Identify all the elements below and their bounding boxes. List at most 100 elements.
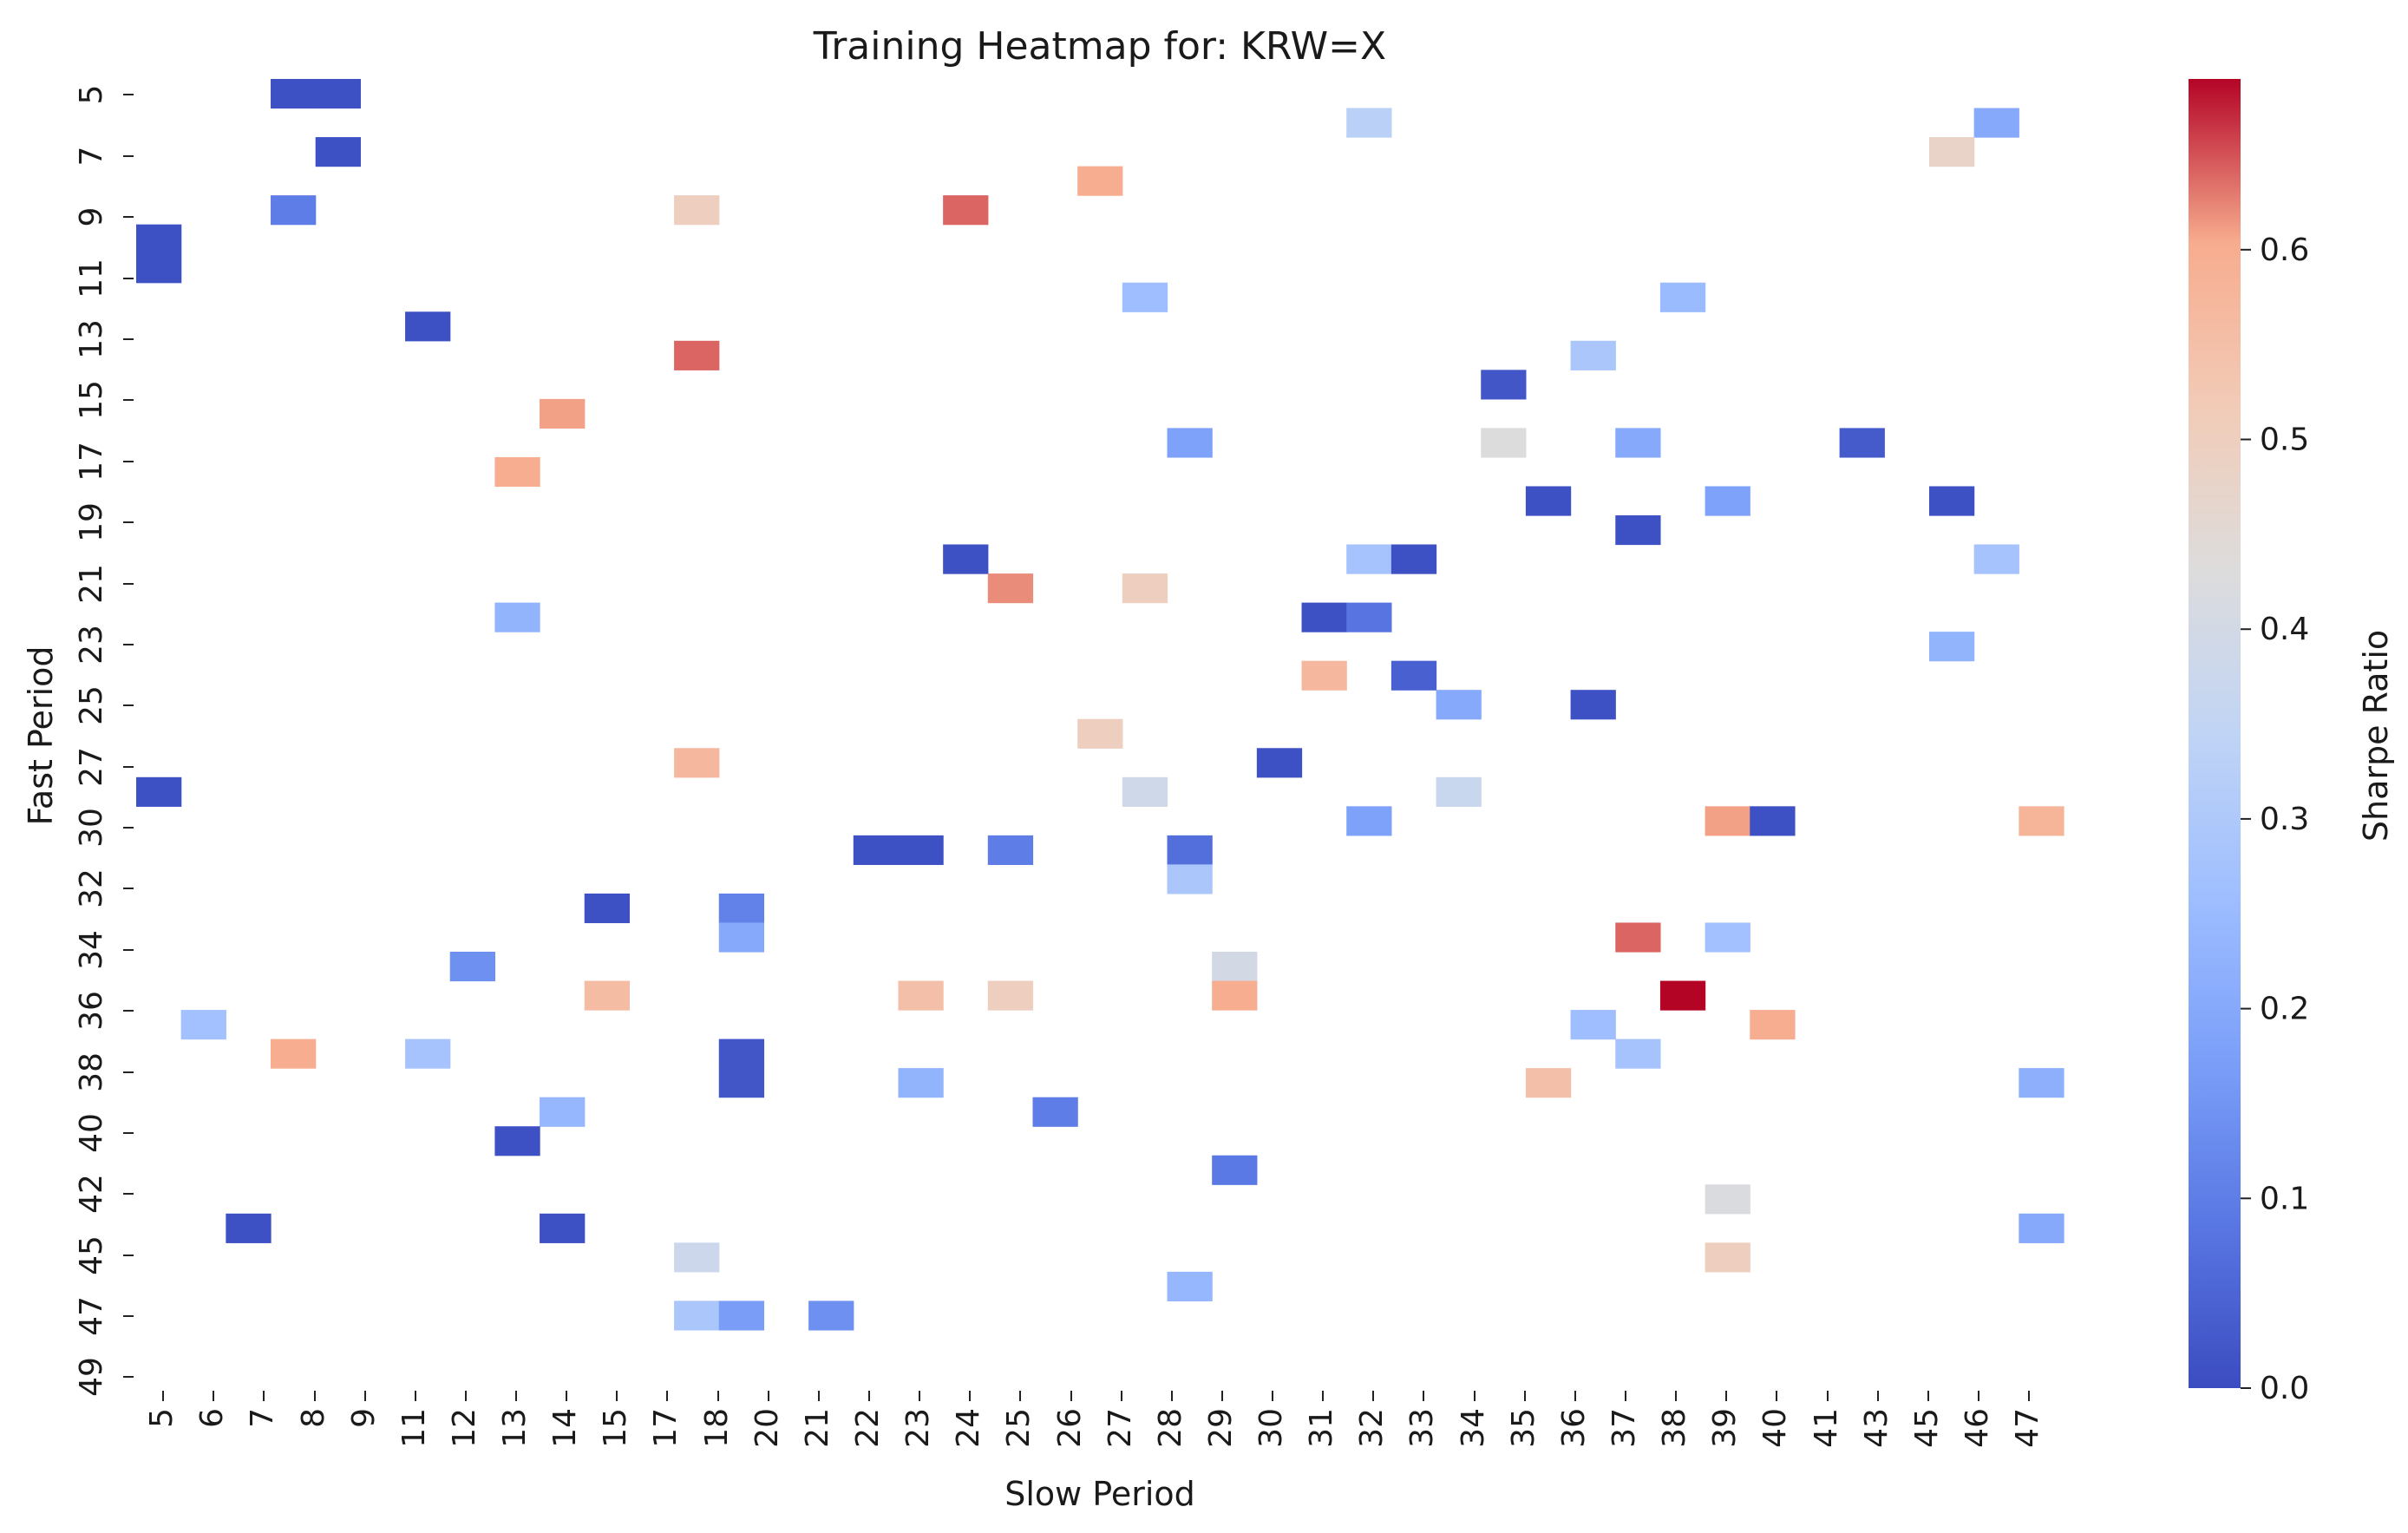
x-tick-label: 41 <box>1809 1408 1844 1448</box>
colorbar-tick-label: 0.1 <box>2260 1181 2309 1216</box>
heatmap-cell <box>1167 835 1213 865</box>
heatmap-cell <box>540 398 586 429</box>
x-tick-label: 38 <box>1657 1408 1692 1448</box>
x-tick-label: 9 <box>346 1408 382 1428</box>
heatmap-cell <box>898 980 944 1011</box>
x-tick-label: 6 <box>194 1408 230 1428</box>
heatmap-cell <box>1928 137 1975 167</box>
y-tick-label: 34 <box>74 930 109 970</box>
heatmap-cell <box>898 1068 944 1098</box>
heatmap-cell <box>943 544 989 574</box>
heatmap-cell <box>1705 486 1750 516</box>
x-tick-label: 20 <box>749 1408 785 1448</box>
heatmap-cell <box>1212 952 1258 982</box>
heatmap-cell <box>674 1300 720 1331</box>
heatmap-cell <box>494 602 540 632</box>
heatmap-cell <box>674 340 720 370</box>
y-tick-label: 19 <box>74 502 109 542</box>
heatmap-cell <box>1615 515 1661 546</box>
colorbar-tick-label: 0.3 <box>2260 802 2309 837</box>
heatmap-cell <box>674 748 720 778</box>
heatmap-cell <box>405 1038 451 1069</box>
heatmap-cell <box>1525 1068 1572 1098</box>
x-tick-label: 14 <box>547 1408 583 1448</box>
x-tick-label: 28 <box>1153 1408 1188 1448</box>
heatmap-cell <box>584 980 631 1011</box>
y-tick-label: 49 <box>74 1357 109 1397</box>
y-tick-label: 45 <box>74 1235 109 1275</box>
x-tick-label: 26 <box>1052 1408 1088 1448</box>
heatmap-cell <box>494 1126 540 1156</box>
heatmap-cell <box>1839 428 1885 458</box>
heatmap-cell <box>1346 544 1392 574</box>
heatmap-cell <box>1301 602 1347 632</box>
heatmap-cell <box>1436 690 1482 720</box>
x-tick-label: 32 <box>1354 1408 1390 1448</box>
heatmap-cell <box>1390 660 1437 691</box>
heatmap-cell <box>1750 806 1796 836</box>
x-tick-label: 33 <box>1404 1408 1440 1448</box>
colorbar-ticks: 0.0 0.1 0.2 0.3 0.4 0.5 0.6 <box>2241 233 2309 1406</box>
y-tick-label: 40 <box>74 1113 109 1153</box>
x-tick-label: 22 <box>850 1408 886 1448</box>
heatmap-cell <box>674 195 720 226</box>
colorbar-tick-label: 0.4 <box>2260 612 2309 647</box>
heatmap-cell <box>718 1300 765 1331</box>
x-tick-label: 24 <box>951 1408 986 1448</box>
heatmap-cell <box>2019 806 2064 836</box>
heatmap-cell <box>315 137 361 167</box>
y-tick-label: 7 <box>74 147 109 167</box>
x-tick-label: 8 <box>296 1408 331 1428</box>
heatmap-cell <box>1705 1242 1750 1273</box>
heatmap-cell <box>2019 1213 2064 1243</box>
heatmap-cell <box>1346 108 1392 138</box>
y-tick-label: 5 <box>74 85 109 105</box>
x-tick-label: 31 <box>1304 1408 1339 1448</box>
heatmap-cell <box>718 1038 765 1069</box>
heatmap-cell <box>1570 1010 1616 1040</box>
colorbar-label: Sharpe Ratio <box>2357 630 2395 842</box>
heatmap-cells <box>136 79 2064 1331</box>
y-tick-label: 42 <box>74 1174 109 1214</box>
heatmap-cell <box>1973 544 2019 574</box>
x-tick-label: 15 <box>598 1408 633 1448</box>
x-tick-label: 13 <box>497 1408 533 1448</box>
x-axis-ticks: 5 6 7 8 9 11 12 13 14 15 17 18 20 21 22 23 24 25 26 27 28 29 3… <box>144 1391 2045 1448</box>
colorbar: 0.0 0.1 0.2 0.3 0.4 0.5 0.6 Sharpe Ratio <box>2189 79 2395 1406</box>
colorbar-gradient <box>2189 79 2241 1388</box>
heatmap-cell <box>271 1038 317 1069</box>
y-tick-label: 27 <box>74 747 109 787</box>
x-tick-label: 43 <box>1859 1408 1894 1448</box>
heatmap-cell <box>718 893 765 924</box>
heatmap-cell <box>1436 776 1482 807</box>
x-tick-label: 39 <box>1707 1408 1743 1448</box>
x-tick-label: 17 <box>648 1408 684 1448</box>
heatmap-cell <box>180 1010 226 1040</box>
heatmap-cell <box>1077 718 1123 749</box>
heatmap-cell <box>1525 486 1572 516</box>
x-tick-label: 11 <box>396 1408 432 1448</box>
y-tick-label: 32 <box>74 868 109 908</box>
heatmap-cell <box>315 79 361 109</box>
x-axis-label: Slow Period <box>1004 1475 1195 1513</box>
heatmap-cell <box>226 1213 272 1243</box>
heatmap-cell <box>718 922 765 953</box>
heatmap-cell <box>449 952 495 982</box>
y-axis-ticks: 5 7 9 11 13 15 17 19 21 23 25 27 30 32 34 36 38 40 42 45 47 4… <box>74 85 134 1397</box>
x-tick-label: 25 <box>1001 1408 1037 1448</box>
x-tick-label: 21 <box>800 1408 835 1448</box>
x-tick-label: 46 <box>1960 1408 1995 1448</box>
y-tick-label: 9 <box>74 207 109 227</box>
heatmap-cell <box>1346 806 1392 836</box>
heatmap-cell <box>1167 864 1213 894</box>
heatmap-cell <box>1615 1038 1661 1069</box>
heatmap-cell <box>1301 660 1347 691</box>
x-tick-label: 36 <box>1556 1408 1592 1448</box>
heatmap-cell <box>1705 806 1750 836</box>
heatmap-cell <box>943 195 989 226</box>
x-tick-label: 5 <box>144 1408 180 1428</box>
heatmap-cell <box>808 1300 854 1331</box>
x-tick-label: 30 <box>1253 1408 1289 1448</box>
heatmap-cell <box>1928 632 1975 662</box>
heatmap-cell <box>584 893 631 924</box>
